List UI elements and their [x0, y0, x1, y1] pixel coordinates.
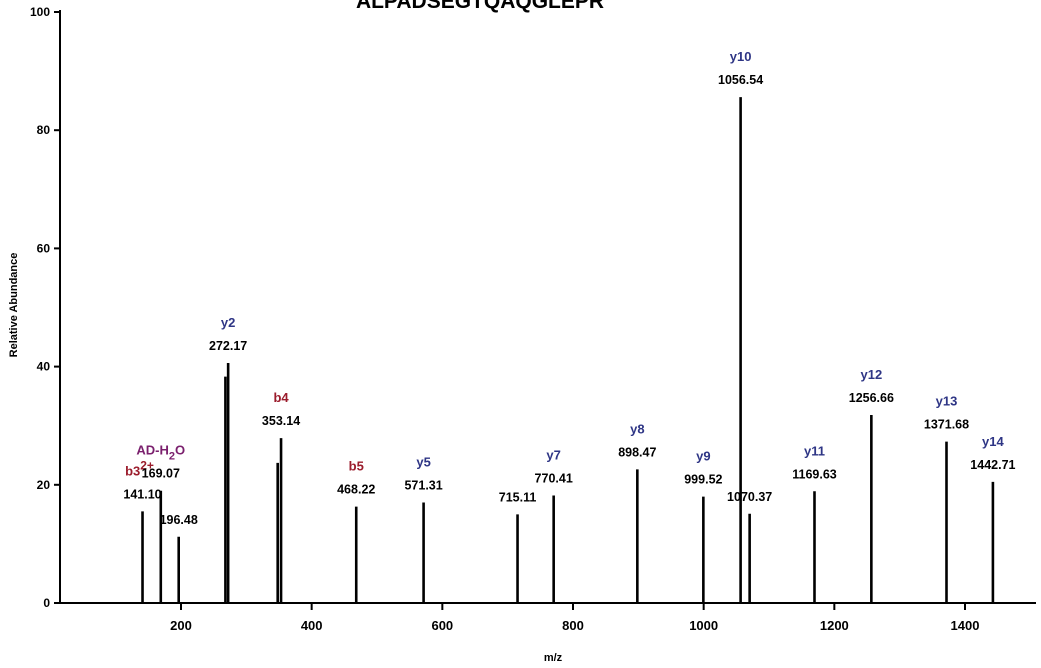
- ion-label: y12: [860, 367, 882, 382]
- x-tick-label: 600: [431, 618, 453, 633]
- peaks: [141, 97, 995, 603]
- ion-label: y11: [804, 443, 825, 458]
- peak-mz-label: 1371.68: [924, 418, 969, 432]
- ion-name: b4: [273, 390, 289, 405]
- peak-mz-label: 169.07: [142, 467, 180, 481]
- peak-mz-label: 1070.37: [727, 490, 772, 504]
- peak-mz-label: 353.14: [262, 414, 300, 428]
- ion-name: y9: [696, 449, 710, 464]
- ion-name: y14: [982, 434, 1004, 449]
- peak-mz-label: 1056.54: [718, 73, 763, 87]
- peak-mz-label: 141.10: [123, 487, 161, 501]
- ion-name: y7: [546, 447, 560, 462]
- peak-mz-label: 272.17: [209, 339, 247, 353]
- ion-label: y9: [696, 449, 710, 464]
- ion-label: b32+: [125, 458, 154, 478]
- ion-label: AD-H2O: [136, 443, 185, 463]
- x-tick-label: 1200: [820, 618, 849, 633]
- y-axis-label: Relative Abundance: [8, 253, 20, 358]
- ion-label: b4: [273, 390, 289, 405]
- y-tick-label: 20: [37, 478, 51, 492]
- x-tick-label: 200: [170, 618, 192, 633]
- y-tick-label: 80: [37, 123, 51, 137]
- ion-charge: 2+: [140, 458, 154, 472]
- x-tick-label: 1400: [951, 618, 980, 633]
- peak-mz-label: 468.22: [337, 483, 375, 497]
- ion-name: y5: [416, 455, 430, 470]
- peak-mz-label: 196.48: [160, 513, 198, 527]
- ion-name: y13: [936, 394, 958, 409]
- y-tick-label: 0: [43, 596, 50, 610]
- ion-name: y10: [730, 49, 752, 64]
- peak-mz-label: 1442.71: [970, 458, 1015, 472]
- x-tick-label: 800: [562, 618, 584, 633]
- ion-name: y8: [630, 421, 644, 436]
- ion-name: b5: [349, 459, 364, 474]
- peak-mz-label: 1256.66: [849, 391, 894, 405]
- peak-mz-label: 999.52: [684, 473, 722, 487]
- peak-mz-label: 571.31: [404, 479, 442, 493]
- ion-label: y10: [730, 49, 752, 64]
- y-tick-label: 40: [37, 360, 51, 374]
- y-tick-label: 60: [37, 241, 51, 255]
- ion-label: y13: [936, 394, 958, 409]
- chart-title: ALPADSEGTQAQGLEPR: [356, 0, 604, 13]
- ion-label: y8: [630, 421, 644, 436]
- y-tick-label: 100: [30, 5, 50, 19]
- axes: 0 20 40 60 80 100 200 400 600 800 1000 1200 1400: [30, 5, 1036, 633]
- ion-name: y12: [860, 367, 882, 382]
- ion-label: y5: [416, 455, 430, 470]
- ion-label: y7: [546, 447, 560, 462]
- ion-label: y2: [221, 315, 235, 330]
- ion-name: AD-H: [136, 443, 169, 458]
- peak-mz-label: 898.47: [618, 445, 656, 459]
- peak-mz-label: 770.41: [535, 471, 573, 485]
- ion-suffix: O: [175, 443, 185, 458]
- peak-mz-label: 715.11: [499, 490, 537, 504]
- ion-label: b5: [349, 459, 364, 474]
- peak-mz-label: 1169.63: [792, 467, 837, 481]
- ion-subscript: 2: [169, 451, 175, 463]
- ion-name: y2: [221, 315, 235, 330]
- x-tick-label: 400: [301, 618, 323, 633]
- x-axis-label: m/z: [544, 652, 563, 664]
- ion-label: y14: [982, 434, 1004, 449]
- ion-name: y11: [804, 443, 825, 458]
- ion-name: b3: [125, 463, 140, 478]
- peak-labels: 141.10 b32+169.07 AD-H2O 196.48 272.17 y2 353.…: [123, 49, 1015, 527]
- x-tick-label: 1000: [689, 618, 718, 633]
